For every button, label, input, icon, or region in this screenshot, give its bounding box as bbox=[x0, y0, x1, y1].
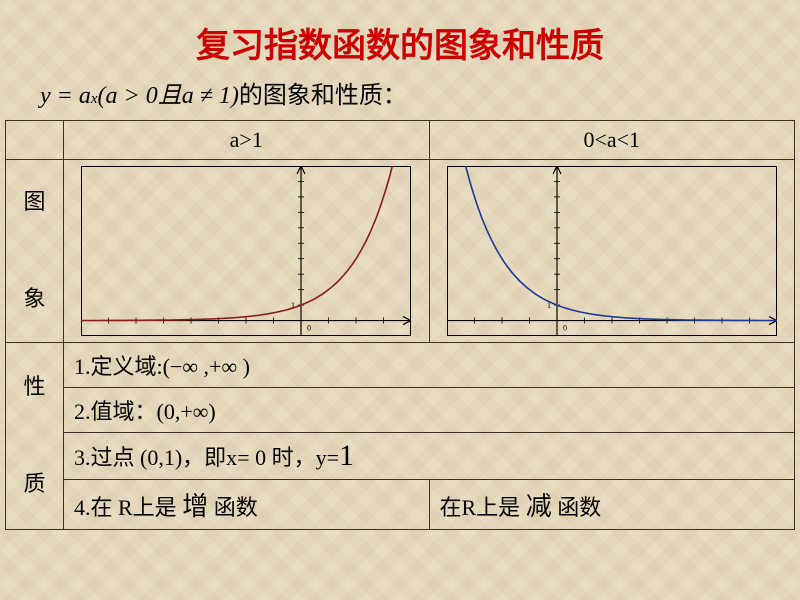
p1-label: 1.定义域: bbox=[74, 354, 163, 379]
page-title: 复习指数函数的图象和性质 bbox=[0, 0, 800, 75]
p1-val: (−∞ ,+∞ ) bbox=[163, 354, 250, 379]
header-left: a>1 bbox=[64, 121, 430, 160]
formula-prefix: y = a bbox=[40, 83, 91, 110]
p4l-b: 增 bbox=[182, 492, 208, 521]
exponential-decay-chart: 01 bbox=[447, 166, 777, 336]
graph-label: 图 象 bbox=[6, 160, 64, 343]
svg-text:0: 0 bbox=[563, 324, 567, 333]
graph-left-cell: 01 bbox=[64, 160, 430, 343]
p3-pt: (0,1) bbox=[140, 445, 182, 470]
prop1-row: 性 质 1.定义域:(−∞ ,+∞ ) bbox=[6, 343, 795, 388]
p4r-b: 减 bbox=[526, 492, 552, 521]
prop2-row: 2.值域：(0,+∞) bbox=[6, 388, 795, 433]
svg-text:1: 1 bbox=[547, 301, 551, 310]
formula-cond: (a > 0且a ≠ 1) bbox=[98, 75, 239, 110]
p4r-c: 函数 bbox=[552, 495, 602, 520]
prop-label-2: 质 bbox=[23, 471, 45, 496]
graph-row: 图 象 01 01 bbox=[6, 160, 795, 343]
graph-label-2: 象 bbox=[23, 286, 45, 311]
exponential-growth-chart: 01 bbox=[81, 166, 411, 336]
svg-text:1: 1 bbox=[291, 301, 295, 310]
p4l-a: 4.在 R上是 bbox=[74, 495, 182, 520]
p4l-c: 函数 bbox=[208, 495, 258, 520]
prop3-row: 3.过点 (0,1)，即x= 0 时，y=1 bbox=[6, 433, 795, 480]
formula-suffix: 的图象和性质： bbox=[239, 75, 407, 110]
formula: y = ax (a > 0且a ≠ 1) 的图象和性质： bbox=[0, 75, 800, 120]
prop1: 1.定义域:(−∞ ,+∞ ) bbox=[64, 343, 795, 388]
p3-label: 3.过点 bbox=[74, 445, 140, 470]
prop2: 2.值域：(0,+∞) bbox=[64, 388, 795, 433]
formula-exp: x bbox=[91, 91, 98, 108]
graph-label-1: 图 bbox=[23, 189, 45, 214]
graph-right-cell: 01 bbox=[429, 160, 795, 343]
properties-table: a>1 0<a<1 图 象 01 01 性 质 1.定义域:(−∞ ,+∞ ) … bbox=[5, 120, 795, 530]
p3-mid: ，即x= bbox=[182, 445, 255, 470]
prop-label-1: 性 bbox=[23, 374, 45, 399]
header-right: 0<a<1 bbox=[429, 121, 795, 160]
p2-label: 2.值域： bbox=[74, 399, 157, 424]
prop4-row: 4.在 R上是 增 函数 在R上是 减 函数 bbox=[6, 480, 795, 530]
p3-mid2: 时，y= bbox=[266, 445, 339, 470]
svg-text:0: 0 bbox=[307, 324, 311, 333]
p3-y: 1 bbox=[339, 439, 354, 472]
prop-label: 性 质 bbox=[6, 343, 64, 530]
p4r-a: 在R上是 bbox=[440, 495, 526, 520]
header-row: a>1 0<a<1 bbox=[6, 121, 795, 160]
prop4-right: 在R上是 减 函数 bbox=[429, 480, 795, 530]
prop3: 3.过点 (0,1)，即x= 0 时，y=1 bbox=[64, 433, 795, 480]
p3-x: 0 bbox=[255, 445, 266, 470]
prop4-left: 4.在 R上是 增 函数 bbox=[64, 480, 430, 530]
p2-val: (0,+∞) bbox=[157, 399, 216, 424]
